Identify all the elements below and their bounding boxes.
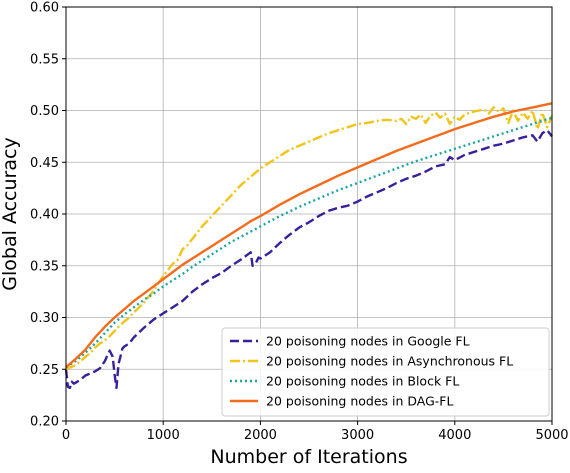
y-tick-label: 0.45 xyxy=(30,156,59,171)
x-tick-label: 4000 xyxy=(438,428,471,443)
series-line-4 xyxy=(65,102,553,369)
y-axis-title: Global Accuracy xyxy=(0,137,21,290)
y-tick-label: 0.40 xyxy=(30,208,59,223)
y-tick-label: 0.25 xyxy=(30,363,59,378)
y-tick-label: 0.20 xyxy=(30,415,59,430)
legend-items: 20 poisoning nodes in Google FL 20 poison… xyxy=(230,334,513,409)
series-line-2 xyxy=(65,106,554,371)
x-tick-label: 2000 xyxy=(244,428,277,443)
legend: 20 poisoning nodes in Google FL 20 poison… xyxy=(221,327,550,417)
y-tick-label: 0.30 xyxy=(30,311,59,326)
x-tick-label: 3000 xyxy=(341,428,374,443)
axis-ticks: 0 1000 2000 3000 4000 5000 0.20 0.25 0.30 0.35 0.4… xyxy=(30,1,569,444)
legend-label: 20 poisoning nodes in Google FL xyxy=(266,334,470,349)
x-tick-label: 5000 xyxy=(535,428,568,443)
y-tick-label: 0.50 xyxy=(30,104,59,119)
x-tick-label: 1000 xyxy=(147,428,180,443)
series-line-1 xyxy=(64,128,553,390)
x-axis-title: Number of Iterations xyxy=(210,446,407,468)
series-lines xyxy=(64,102,554,390)
series-line-3 xyxy=(65,116,553,369)
y-tick-label: 0.55 xyxy=(30,52,59,67)
legend-label: 20 poisoning nodes in DAG-FL xyxy=(266,394,453,409)
legend-label: 20 poisoning nodes in Asynchronous FL xyxy=(266,354,513,369)
y-tick-label: 0.35 xyxy=(30,259,59,274)
y-tick-label: 0.60 xyxy=(30,1,59,16)
legend-box xyxy=(221,327,550,417)
x-tick-label: 0 xyxy=(62,428,70,443)
legend-label: 20 poisoning nodes in Block FL xyxy=(266,374,459,389)
